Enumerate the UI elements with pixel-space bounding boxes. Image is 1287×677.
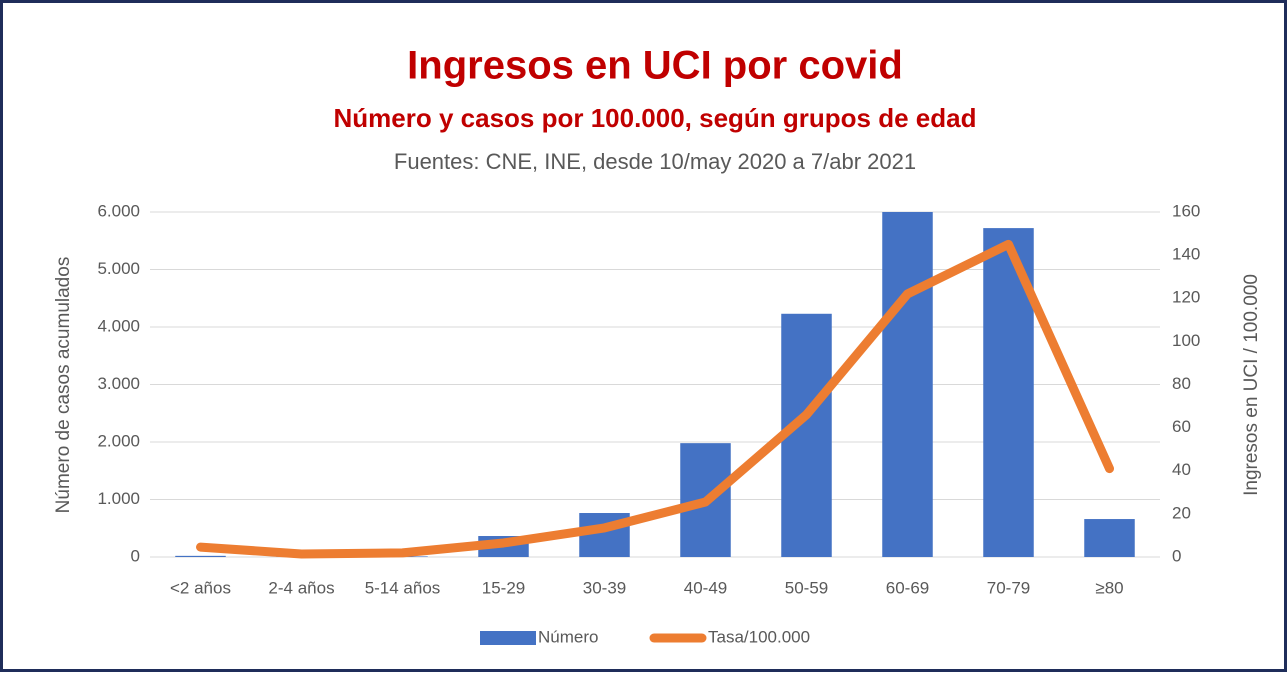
x-tick-label: 70-79 [987, 578, 1030, 597]
x-tick-label: <2 años [170, 578, 231, 597]
chart-subtitle: Número y casos por 100.000, según grupos… [334, 103, 977, 133]
x-tick-label: 15-29 [482, 578, 525, 597]
y2-tick-label: 40 [1172, 460, 1191, 479]
y-tick-label: 3.000 [97, 374, 140, 393]
legend-swatch [480, 631, 536, 645]
y-tick-label: 6.000 [97, 201, 140, 220]
chart-source: Fuentes: CNE, INE, desde 10/may 2020 a 7… [394, 149, 916, 174]
y-tick-label: 4.000 [97, 316, 140, 335]
x-tick-label: ≥80 [1095, 578, 1123, 597]
y-tick-label: 1.000 [97, 489, 140, 508]
bar [882, 212, 933, 557]
chart-title: Ingresos en UCI por covid [407, 44, 903, 88]
y2-tick-label: 20 [1172, 503, 1191, 522]
legend-label: Tasa/100.000 [708, 627, 810, 646]
y2-tick-label: 0 [1172, 546, 1181, 565]
bar [1084, 519, 1135, 557]
y-axis-label: Número de casos acumulados [53, 257, 74, 514]
y2-tick-label: 140 [1172, 245, 1200, 264]
y2-tick-label: 60 [1172, 417, 1191, 436]
y2-tick-label: 100 [1172, 331, 1200, 350]
y-tick-label: 2.000 [97, 431, 140, 450]
y2-axis-label: Ingresos en UCI / 100.000 [1241, 274, 1262, 496]
x-tick-label: 2-4 años [268, 578, 334, 597]
y2-tick-label: 160 [1172, 201, 1200, 220]
y2-tick-label: 120 [1172, 288, 1200, 307]
x-tick-label: 40-49 [684, 578, 727, 597]
y2-tick-label: 80 [1172, 374, 1191, 393]
x-tick-label: 5-14 años [365, 578, 441, 597]
x-tick-label: 60-69 [886, 578, 929, 597]
bar [175, 556, 226, 557]
y-tick-label: 5.000 [97, 259, 140, 278]
y-tick-label: 0 [131, 546, 140, 565]
legend-label: Número [538, 627, 598, 646]
x-tick-label: 50-59 [785, 578, 828, 597]
x-tick-label: 30-39 [583, 578, 626, 597]
